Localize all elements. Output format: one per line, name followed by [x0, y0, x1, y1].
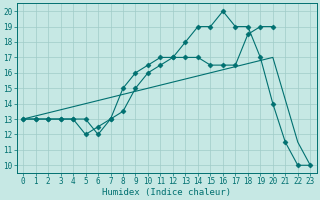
X-axis label: Humidex (Indice chaleur): Humidex (Indice chaleur): [102, 188, 231, 197]
